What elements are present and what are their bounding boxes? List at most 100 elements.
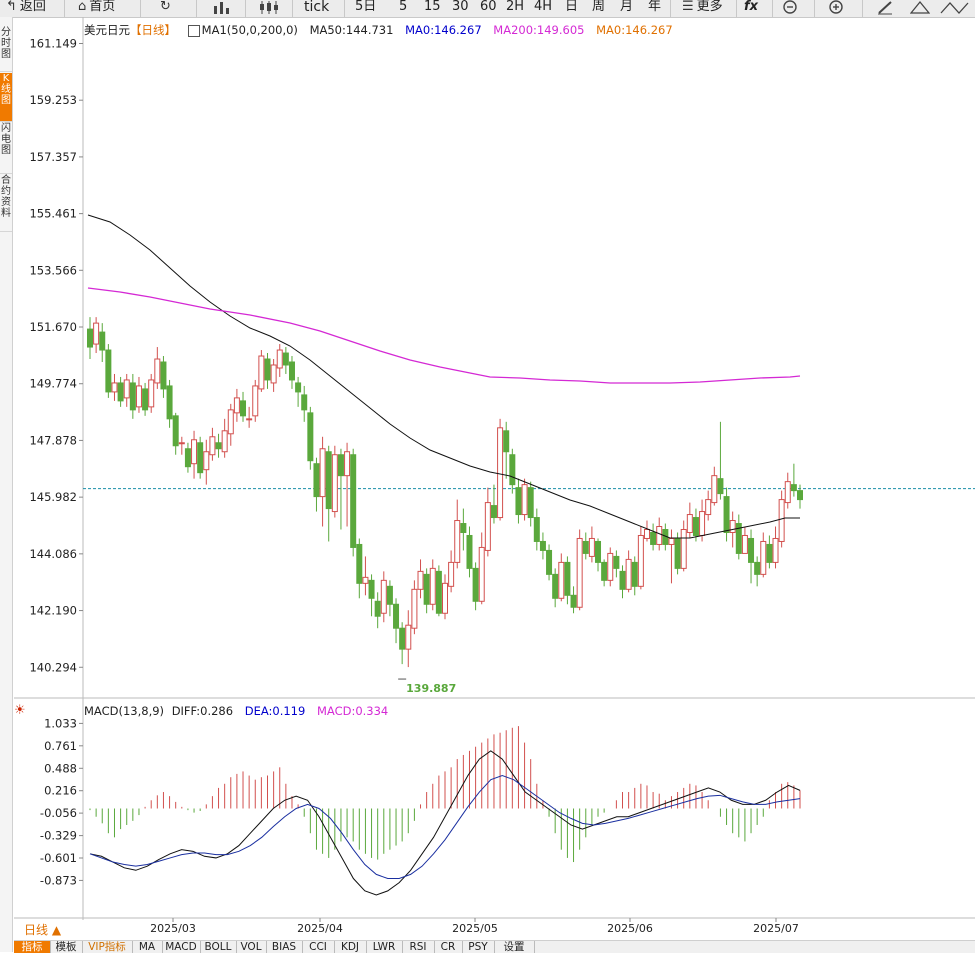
home-icon: ⌂: [78, 0, 87, 14]
candle-body: [270, 364, 277, 384]
x-tick-label: 2025/05: [452, 922, 498, 935]
macd-settings[interactable]: ☀: [14, 703, 34, 718]
formula-button[interactable]: fx: [744, 0, 759, 14]
candle-body: [307, 412, 314, 462]
period-60[interactable]: 60: [480, 0, 497, 14]
candle-body: [539, 540, 546, 551]
indicator-tab-14[interactable]: 设置: [494, 941, 535, 953]
x-tick-label: 2025/04: [297, 922, 343, 935]
candle-body: [699, 511, 706, 536]
divider: [196, 0, 197, 17]
indicator-settings-icon[interactable]: [187, 24, 200, 37]
candle-body: [350, 454, 357, 548]
candle-body: [692, 517, 699, 536]
chart-type-button[interactable]: [212, 0, 234, 17]
period-4H[interactable]: 4H: [534, 0, 553, 14]
candle-body: [325, 451, 332, 510]
candle-body: [442, 582, 448, 614]
candle-body: [380, 579, 387, 614]
zoom-in-button[interactable]: [828, 0, 846, 17]
sun-settings-icon[interactable]: ☀: [14, 703, 26, 718]
period-月[interactable]: 月: [620, 0, 634, 14]
candle-body: [497, 427, 504, 519]
period-5[interactable]: 5: [399, 0, 408, 14]
indicator-tab-7[interactable]: BIAS: [266, 941, 303, 953]
candle-body: [435, 570, 442, 614]
candle-body: [423, 573, 430, 605]
candle-body: [607, 552, 614, 581]
period-5日[interactable]: 5日: [355, 0, 377, 14]
candle-body: [601, 561, 608, 581]
indicator-tab-10[interactable]: LWR: [366, 941, 403, 953]
refresh-icon: ↻: [160, 0, 171, 14]
candle-body: [625, 558, 632, 590]
period-30[interactable]: 30: [452, 0, 469, 14]
macd-tick-label: 1.033: [44, 716, 77, 730]
candle-body: [686, 514, 693, 533]
candle-body: [264, 358, 271, 381]
candle-body: [344, 451, 351, 477]
draw-line-button[interactable]: [940, 0, 970, 17]
candle-type-button[interactable]: [258, 0, 280, 17]
more-button[interactable]: ☰ 更多: [682, 0, 723, 14]
candle-body: [172, 415, 179, 447]
side-tab-2[interactable]: 闪电图: [0, 123, 12, 174]
candle-body: [99, 331, 106, 351]
period-15[interactable]: 15: [424, 0, 441, 14]
y-tick-label: 149.774: [29, 377, 77, 391]
side-tab-0[interactable]: 分时图: [0, 27, 12, 72]
candle-body: [246, 418, 253, 421]
candle-body: [533, 517, 540, 542]
period-2H[interactable]: 2H: [506, 0, 525, 14]
candle-body: [148, 379, 155, 408]
tick-button[interactable]: tick: [304, 0, 330, 15]
candle-body: [490, 505, 497, 519]
macd-tick-label: 0.488: [44, 761, 77, 775]
zoom-in-icon: [829, 0, 843, 14]
draw-pen-button[interactable]: [876, 0, 894, 17]
divider: [245, 0, 246, 17]
indicator-tab-5[interactable]: BOLL: [200, 941, 237, 953]
dea-value: DEA:0.119: [244, 704, 306, 718]
period-日[interactable]: 日: [565, 0, 579, 14]
candle-body: [399, 627, 406, 650]
line-shape-icon: [940, 2, 969, 14]
indicator-tab-3[interactable]: MA: [132, 941, 163, 953]
side-tab-1[interactable]: K线图: [0, 73, 12, 122]
candle-body: [558, 561, 565, 599]
indicator-tab-9[interactable]: KDJ: [334, 941, 367, 953]
candle-body: [478, 546, 485, 602]
indicator-tab-8[interactable]: CCI: [302, 941, 335, 953]
indicator-tab-bar: 指标 模板 VIP指标 MA MACD BOLL VOL BIAS CCI KDJ LWR RSI CR…: [14, 940, 975, 953]
indicator-tab-0[interactable]: 指标: [14, 941, 51, 953]
period-年[interactable]: 年: [648, 0, 662, 14]
back-button[interactable]: ↰ 返回: [6, 0, 46, 14]
indicator-tab-2[interactable]: VIP指标: [82, 941, 133, 953]
side-tab-3[interactable]: 合约资料: [0, 175, 12, 232]
zoom-out-button[interactable]: [782, 0, 800, 17]
indicator-tab-6[interactable]: VOL: [236, 941, 267, 953]
candle-body: [588, 537, 595, 557]
candle-body: [680, 529, 687, 569]
candle-body: [197, 442, 204, 474]
candle-body: [735, 523, 742, 554]
indicator-tab-4[interactable]: MACD: [162, 941, 201, 953]
period-selector[interactable]: 日线 ▲: [24, 923, 62, 937]
home-button[interactable]: ⌂ 首页: [78, 0, 116, 14]
indicator-tab-1[interactable]: 模板: [50, 941, 83, 953]
candle-body: [790, 484, 797, 492]
indicator-tab-13[interactable]: PSY: [462, 941, 495, 953]
candle-body: [650, 531, 657, 545]
indicator-tab-11[interactable]: RSI: [402, 941, 435, 953]
draw-triangle-button[interactable]: [909, 0, 931, 17]
candle-body: [784, 481, 791, 504]
candle-body: [374, 600, 381, 617]
refresh-button[interactable]: ↻: [160, 0, 174, 17]
period-周[interactable]: 周: [592, 0, 606, 14]
candle-body: [552, 573, 559, 599]
indicator-tab-12[interactable]: CR: [434, 941, 463, 953]
candle-body: [233, 397, 240, 414]
divider: [292, 0, 293, 17]
candle-body: [258, 355, 265, 390]
